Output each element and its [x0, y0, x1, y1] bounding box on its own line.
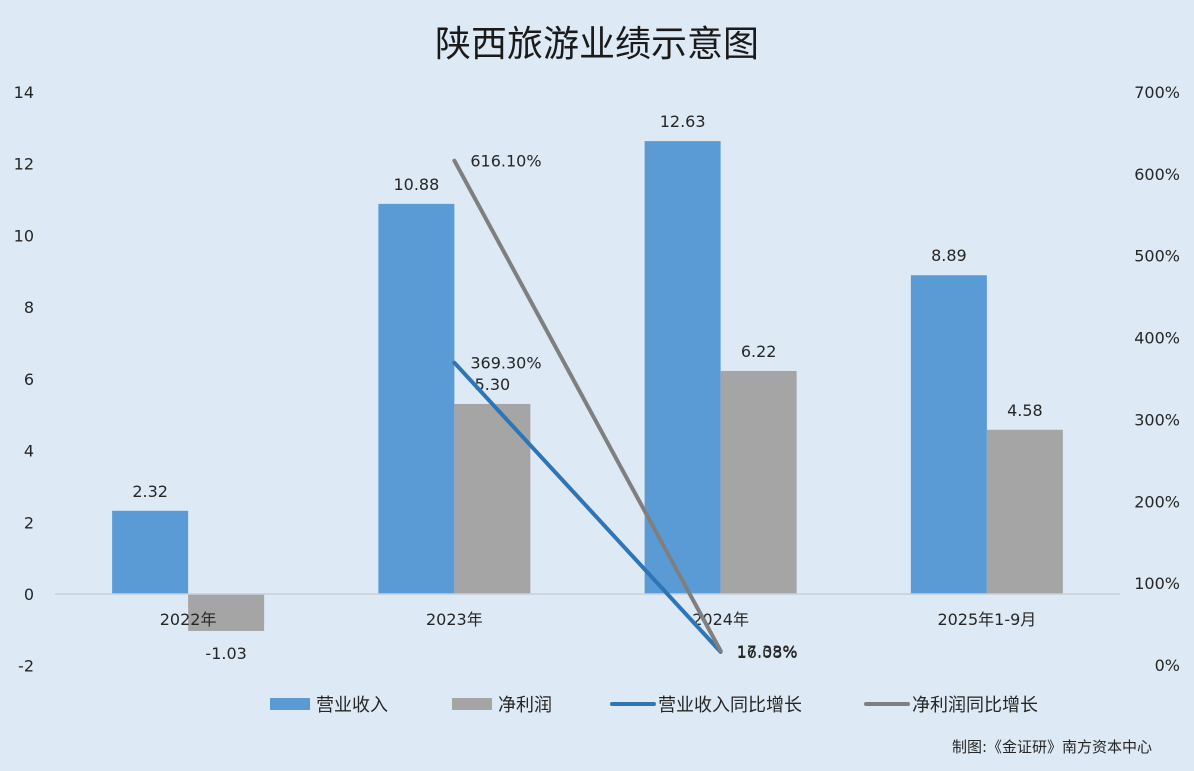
bar-revenue: [910, 275, 987, 594]
y-left-tick-label: 10: [14, 226, 34, 245]
y-right-tick-label: 500%: [1134, 247, 1180, 266]
bar-data-label: 10.88: [393, 175, 439, 194]
legend-label: 净利润同比增长: [912, 695, 1038, 716]
bar-data-label: 8.89: [931, 246, 967, 265]
y-right-tick-label: 700%: [1134, 83, 1180, 102]
y-left-tick-label: 6: [24, 370, 34, 389]
x-tick-label: 2025年1-9月: [937, 610, 1036, 629]
line-revenue-growth: [452, 360, 723, 654]
y-left-tick-label: 12: [14, 155, 34, 174]
source-note: 制图:《金证研》南方资本中心: [952, 738, 1152, 756]
bar-data-label: 2.32: [132, 482, 168, 501]
bar-revenue: [112, 510, 189, 594]
legend-label: 营业收入: [316, 695, 388, 716]
bar-net-profit: [454, 403, 531, 594]
y-left-tick-label: 8: [24, 298, 34, 317]
bar-net-profit: [720, 370, 797, 594]
bar-data-label: 4.58: [1007, 401, 1043, 420]
legend-swatch: [270, 698, 310, 710]
x-tick-label: 2022年: [160, 610, 217, 629]
line-net-profit-growth: [452, 158, 723, 653]
y-right-tick-label: 600%: [1134, 165, 1180, 184]
line-data-label: 16.08%: [737, 643, 798, 662]
line-data-label: 17.33%: [737, 642, 798, 661]
legend-label: 营业收入同比增长: [658, 695, 802, 716]
bar-data-label: 12.63: [660, 112, 706, 131]
y-right-tick-label: 300%: [1134, 410, 1180, 429]
y-right-tick-label: 200%: [1134, 492, 1180, 511]
bar-data-label: 6.22: [741, 342, 777, 361]
line-data-label: 369.30%: [470, 354, 541, 373]
line-data-label: 616.10%: [470, 152, 541, 171]
bar-data-label: -1.03: [205, 644, 246, 663]
legend-swatch: [452, 698, 492, 710]
y-right-tick-label: 100%: [1134, 574, 1180, 593]
chart-title: 陕西旅游业绩示意图: [435, 24, 759, 65]
y-right-tick-label: 0%: [1155, 656, 1180, 675]
y-right-tick-label: 400%: [1134, 329, 1180, 348]
bar-data-label: 5.30: [475, 375, 511, 394]
legend-label: 净利润: [498, 695, 552, 716]
bar-net-profit: [986, 429, 1063, 594]
y-left-tick-label: 4: [24, 442, 34, 461]
bar-revenue: [378, 203, 455, 595]
x-tick-label: 2023年: [426, 610, 483, 629]
y-left-tick-label: -2: [18, 657, 34, 676]
y-left-tick-label: 0: [24, 585, 34, 604]
y-left-tick-label: 2: [24, 513, 34, 532]
bar-net-profit: [188, 594, 265, 631]
bar-revenue: [644, 141, 721, 595]
y-left-tick-label: 14: [14, 83, 34, 102]
